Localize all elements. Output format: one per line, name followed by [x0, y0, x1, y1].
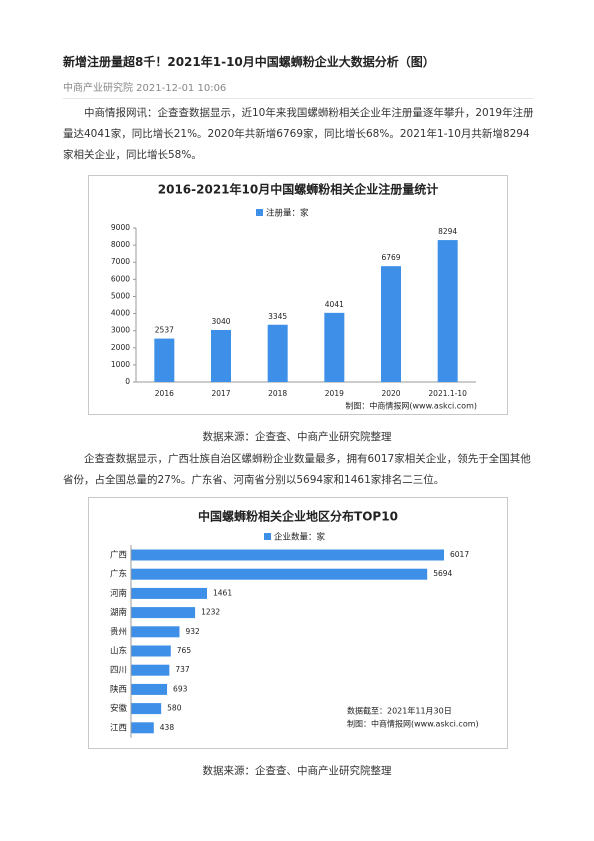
y-tick-label: 2000 [111, 343, 130, 352]
chart-title: 中国螺蛳粉相关企业地区分布TOP10 [198, 509, 398, 524]
value-label: 6769 [381, 253, 400, 262]
y-tick-label: 0 [125, 377, 130, 386]
y-tick-label: 四川 [110, 666, 127, 676]
y-tick-label: 4000 [111, 309, 130, 318]
bar [211, 329, 231, 382]
value-label: 3345 [268, 312, 287, 321]
y-tick-label: 贵州 [110, 626, 127, 637]
y-tick-label: 河南 [110, 588, 127, 599]
bar [324, 312, 345, 382]
article-title: 新增注册量超8千！2021年1-10月中国螺蛳粉企业大数据分析（图） [63, 55, 435, 69]
bar [381, 266, 401, 382]
bar [131, 626, 180, 638]
bar [267, 324, 288, 382]
value-label: 8294 [438, 227, 457, 236]
bar [154, 338, 175, 382]
x-tick-label: 2020 [381, 389, 400, 398]
value-label: 1232 [201, 608, 220, 617]
y-tick-label: 安徽 [110, 703, 128, 714]
legend-swatch [256, 209, 263, 216]
y-tick-label: 8000 [111, 240, 130, 249]
article-meta: 中商产业研究院 2021-12-01 10:06 [63, 83, 227, 94]
y-tick-label: 广东 [110, 569, 127, 580]
bar [131, 664, 170, 676]
paragraph: 企查查数据显示，广西壮族自治区螺蛳粉企业数量最多，拥有6017家相关企业，领先于… [63, 453, 531, 486]
divider [63, 98, 533, 99]
y-tick-label: 9000 [111, 223, 130, 232]
x-tick-label: 2016 [155, 389, 174, 398]
note: 制图：中商情报网(www.askci.com) [345, 401, 477, 411]
value-label: 932 [185, 627, 200, 636]
value-label: 438 [160, 723, 175, 732]
legend-swatch [264, 533, 271, 540]
paragraph: 中商情报网讯：企查查数据显示，近10年来我国螺蛳粉相关企业年注册量逐年攀升，20… [63, 107, 534, 161]
value-label: 2537 [155, 326, 174, 335]
value-label: 4041 [325, 300, 344, 309]
x-tick-label: 2017 [211, 389, 230, 398]
caption: 数据来源：企查查、中商产业研究院整理 [202, 765, 392, 777]
y-tick-label: 6000 [111, 274, 130, 283]
chart: 中国螺蛳粉相关企业地区分布TOP10 企业数量：家广西 6017 广东 5694 河南 14… [88, 497, 508, 749]
bar [131, 549, 444, 561]
bar [131, 683, 168, 695]
note: 制图：中商情报网(www.askci.com) [347, 719, 479, 729]
legend-label: 注册量：家 [266, 208, 309, 219]
value-label: 1461 [213, 588, 232, 597]
y-tick-label: 1000 [111, 360, 130, 369]
bar [131, 722, 154, 734]
note: 数据截至：2021年11月30日 [347, 706, 452, 716]
y-tick-label: 广西 [110, 550, 127, 561]
x-tick-label: 2021.1-10 [428, 389, 467, 398]
bar [131, 568, 428, 580]
value-label: 6017 [450, 550, 469, 559]
x-tick-label: 2019 [325, 389, 344, 398]
y-tick-label: 5000 [111, 291, 130, 300]
y-tick-label: 江西 [110, 723, 127, 733]
bar [131, 607, 196, 619]
value-label: 580 [167, 704, 182, 713]
y-tick-label: 陕西 [110, 684, 127, 695]
value-label: 3040 [211, 317, 230, 326]
value-label: 5694 [433, 569, 452, 578]
bar [131, 703, 162, 715]
value-label: 765 [177, 646, 192, 655]
y-tick-label: 3000 [111, 326, 130, 335]
legend-label: 企业数量：家 [274, 532, 326, 543]
y-tick-label: 山东 [110, 646, 127, 657]
bar [437, 240, 458, 382]
bar [131, 645, 171, 657]
chart-title: 2016-2021年10月中国螺蛳粉相关企业注册量统计 [158, 182, 438, 197]
value-label: 693 [173, 684, 188, 693]
caption: 数据来源：企查查、中商产业研究院整理 [202, 431, 392, 443]
y-tick-label: 7000 [111, 257, 130, 266]
x-tick-label: 2018 [268, 389, 287, 398]
y-tick-label: 湖南 [110, 607, 127, 618]
value-label: 737 [175, 665, 190, 674]
bar [131, 587, 208, 599]
